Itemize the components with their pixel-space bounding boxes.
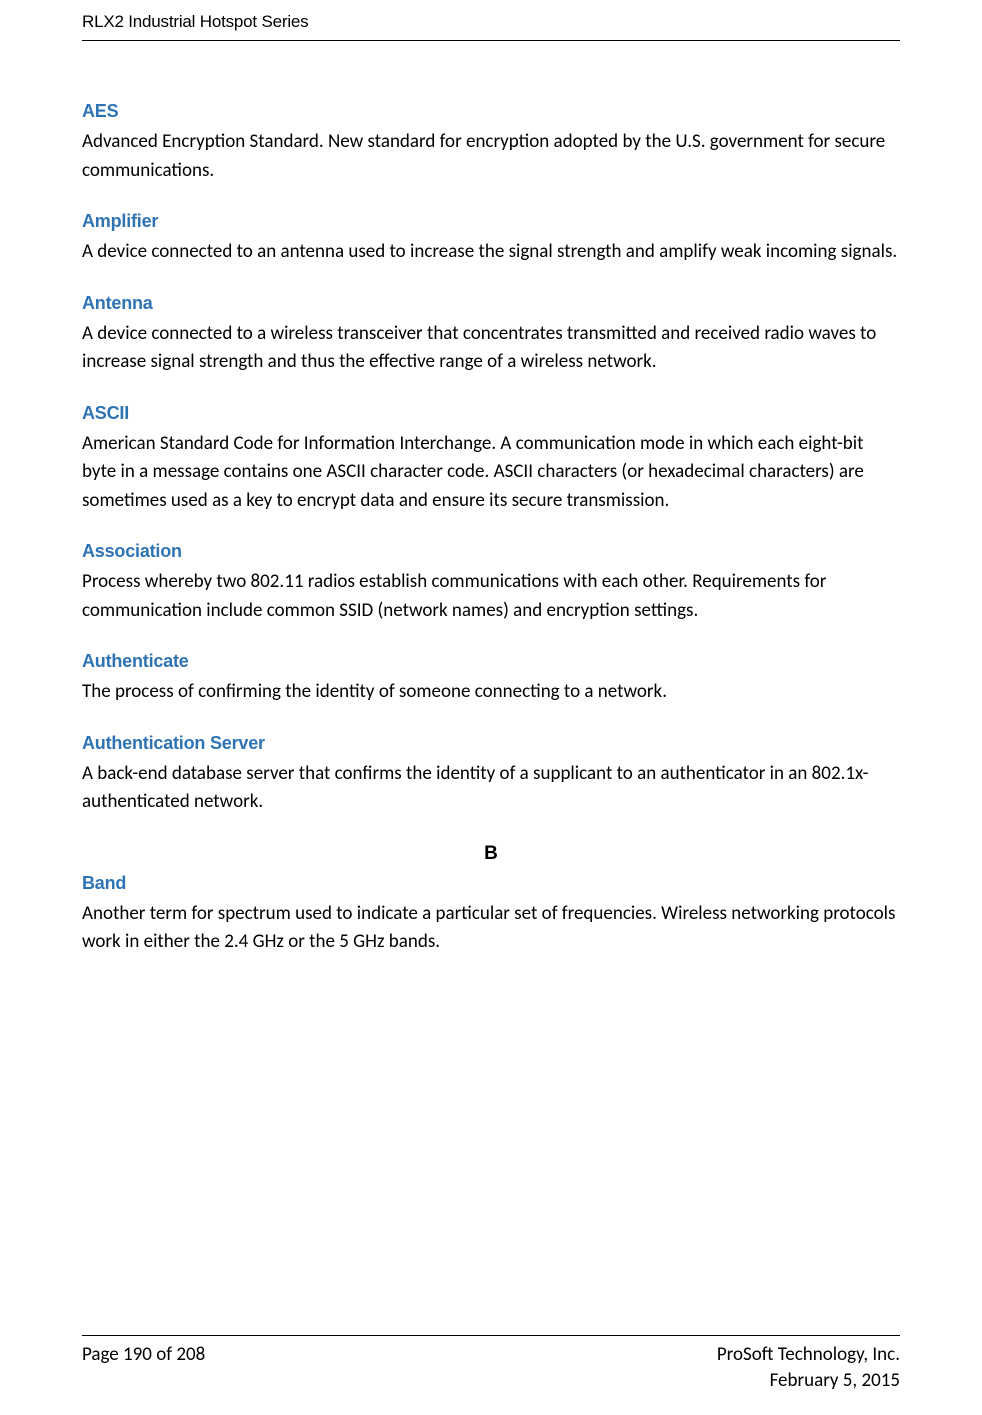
section-letter: B <box>82 843 900 865</box>
footer-right: ProSoft Technology, Inc. February 5, 201… <box>717 1342 900 1395</box>
content-area: AES Advanced Encryption Standard. New st… <box>0 41 982 957</box>
glossary-definition: Advanced Encryption Standard. New standa… <box>82 128 900 185</box>
footer-rule <box>82 1335 900 1336</box>
document-date: February 5, 2015 <box>717 1368 900 1395</box>
glossary-term: Antenna <box>82 293 900 314</box>
glossary-term: Authenticate <box>82 651 900 672</box>
glossary-definition: The process of confirming the identity o… <box>82 678 900 707</box>
page-footer: Page 190 of 208 ProSoft Technology, Inc.… <box>82 1335 900 1395</box>
glossary-term: ASCII <box>82 403 900 424</box>
glossary-definition: A back-end database server that confirms… <box>82 760 900 817</box>
glossary-term: Band <box>82 873 900 894</box>
glossary-definition: American Standard Code for Information I… <box>82 430 900 516</box>
glossary-term: Association <box>82 541 900 562</box>
glossary-definition: Process whereby two 802.11 radios establ… <box>82 568 900 625</box>
footer-content: Page 190 of 208 ProSoft Technology, Inc.… <box>82 1342 900 1395</box>
glossary-term: Authentication Server <box>82 733 900 754</box>
glossary-term: AES <box>82 101 900 122</box>
company-name: ProSoft Technology, Inc. <box>717 1342 900 1369</box>
glossary-term: Amplifier <box>82 211 900 232</box>
page-number: Page 190 of 208 <box>82 1342 205 1395</box>
document-title: RLX2 Industrial Hotspot Series <box>82 12 900 40</box>
glossary-definition: A device connected to a wireless transce… <box>82 320 900 377</box>
glossary-definition: A device connected to an antenna used to… <box>82 238 900 267</box>
glossary-definition: Another term for spectrum used to indica… <box>82 900 900 957</box>
page-header: RLX2 Industrial Hotspot Series <box>0 0 982 41</box>
